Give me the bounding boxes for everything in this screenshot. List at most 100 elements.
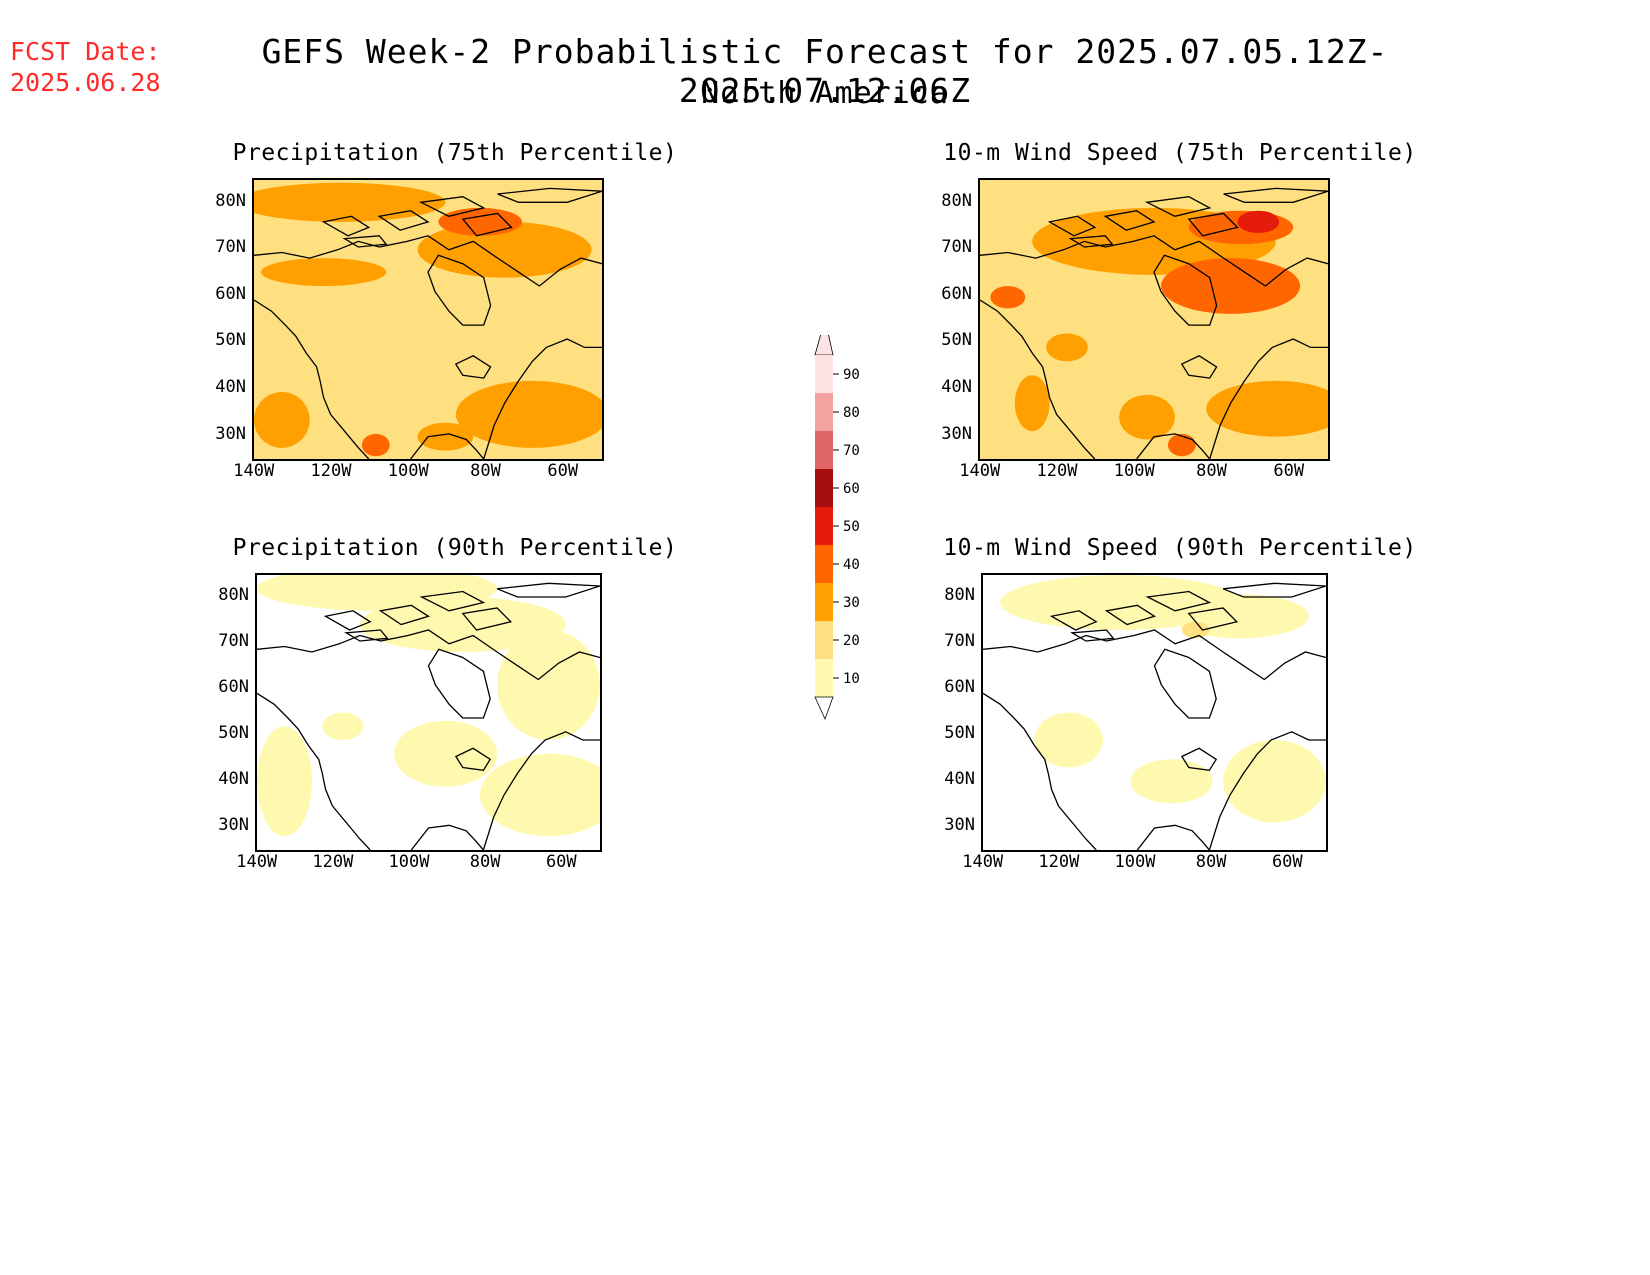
lat-tick-label: 60N <box>944 677 975 698</box>
coastline <box>980 235 1328 287</box>
map-canvas <box>980 180 1328 459</box>
coastline <box>980 299 1096 459</box>
coastline <box>461 607 513 631</box>
coastline <box>410 824 484 850</box>
coastline <box>1136 824 1210 850</box>
lat-tick-label: 30N <box>944 815 975 835</box>
coastline <box>496 582 600 598</box>
probability-contour <box>254 182 446 222</box>
coastline <box>378 604 431 626</box>
map-wind-90 <box>981 573 1328 852</box>
probability-contour <box>479 753 600 837</box>
map-canvas <box>257 575 600 850</box>
coastline <box>497 187 602 203</box>
lon-tick-label: 100W <box>387 461 429 481</box>
colorbar-graphic: 90 80 70 60 50 40 30 20 10 <box>814 318 860 721</box>
probability-contour <box>1130 759 1213 804</box>
coastline <box>427 254 492 326</box>
probability-contour <box>1034 712 1104 768</box>
coastline <box>1136 433 1211 459</box>
colorbar-label: 20 <box>843 633 860 649</box>
probability-contour <box>1223 740 1326 823</box>
coastline <box>1070 629 1115 642</box>
lat-tick-label: 70N <box>944 631 975 652</box>
coastline <box>1187 607 1239 631</box>
panel-title: Precipitation (75th Percentile) <box>232 140 678 166</box>
colorbar-segment <box>815 507 833 545</box>
lon-tick-label: 140W <box>233 461 275 481</box>
coastline <box>1068 235 1114 248</box>
colorbar-label: 10 <box>843 671 860 687</box>
colorbar-segment <box>815 393 833 431</box>
coastline <box>1047 215 1097 237</box>
lon-tick-label: 120W <box>310 461 352 481</box>
colorbar-label: 80 <box>843 405 860 421</box>
coastline <box>323 610 372 631</box>
coastline <box>461 212 513 237</box>
coastline <box>254 235 602 287</box>
lat-tick-label: 70N <box>218 631 249 652</box>
probability-contour <box>438 207 522 236</box>
colorbar-segment <box>815 621 833 659</box>
probability-contour <box>497 630 600 740</box>
coastline <box>1103 210 1156 231</box>
coastline <box>1049 610 1098 631</box>
map-canvas <box>983 575 1326 850</box>
lat-tick-label: 60N <box>218 677 249 698</box>
colorbar-label: 50 <box>843 519 860 535</box>
lat-tick-label: 70N <box>941 237 972 258</box>
coastline <box>257 692 371 850</box>
map-canvas <box>254 180 602 459</box>
panel-precip-90: Precipitation (90th Percentile) 80N 70N 60… <box>200 535 680 915</box>
colorbar-segment <box>815 355 833 393</box>
forecast-date-label: FCST Date: 2025.06.28 <box>10 36 161 98</box>
lat-tick-label: 50N <box>218 723 249 744</box>
lat-tick-label: 40N <box>941 377 972 398</box>
coastline <box>1208 731 1326 850</box>
lon-tick-label: 80W <box>1196 461 1227 481</box>
lon-tick-label: 120W <box>1038 852 1080 872</box>
coastline <box>377 210 430 231</box>
lat-tick-label: 30N <box>941 423 972 444</box>
coastline <box>1222 582 1326 598</box>
lon-tick-label: 60W <box>1273 461 1305 481</box>
coastline <box>1223 187 1328 203</box>
lon-tick-label: 100W <box>388 852 430 872</box>
lat-tick-label: 40N <box>944 769 975 790</box>
lon-tick-label: 60W <box>547 461 579 481</box>
lon-tick-label: 120W <box>312 852 354 872</box>
fcst-label: FCST Date: <box>10 37 161 66</box>
colorbar-segment <box>815 583 833 621</box>
lat-tick-label: 30N <box>218 815 249 835</box>
colorbar-label: 40 <box>843 557 860 573</box>
probability-contour <box>1119 394 1175 440</box>
map-precip-90 <box>255 573 602 852</box>
probability-contour <box>1046 333 1088 362</box>
panel-wind-75: 10-m Wind Speed (75th Percentile) 80N 70N… <box>930 140 1430 520</box>
panel-title: Precipitation (90th Percentile) <box>232 535 678 561</box>
probability-contour <box>417 422 474 451</box>
lat-tick-label: 70N <box>215 237 246 258</box>
coastline <box>1144 196 1212 217</box>
panel-precip-75: Precipitation (75th Percentile) 80N 70N 60… <box>200 140 680 520</box>
lon-tick-label: 80W <box>470 461 501 481</box>
coastline <box>1180 355 1218 379</box>
coastline <box>342 235 388 248</box>
coastline <box>1209 338 1328 459</box>
probability-contour <box>260 258 387 287</box>
page-subtitle: North America <box>701 76 949 111</box>
lat-tick-label: 80N <box>944 585 975 606</box>
colorbar-segment <box>815 469 833 507</box>
coastline <box>482 731 600 850</box>
coastline <box>454 747 492 772</box>
lon-tick-label: 140W <box>236 852 278 872</box>
coastline <box>983 692 1097 850</box>
probability-contour <box>361 433 390 457</box>
probability-contour <box>1237 210 1280 234</box>
coastline <box>419 590 486 612</box>
colorbar-label: 70 <box>843 443 860 459</box>
lon-tick-label: 60W <box>1271 852 1303 872</box>
probability-contour <box>1206 380 1328 437</box>
coastline <box>344 629 389 642</box>
coastline <box>1153 648 1217 719</box>
